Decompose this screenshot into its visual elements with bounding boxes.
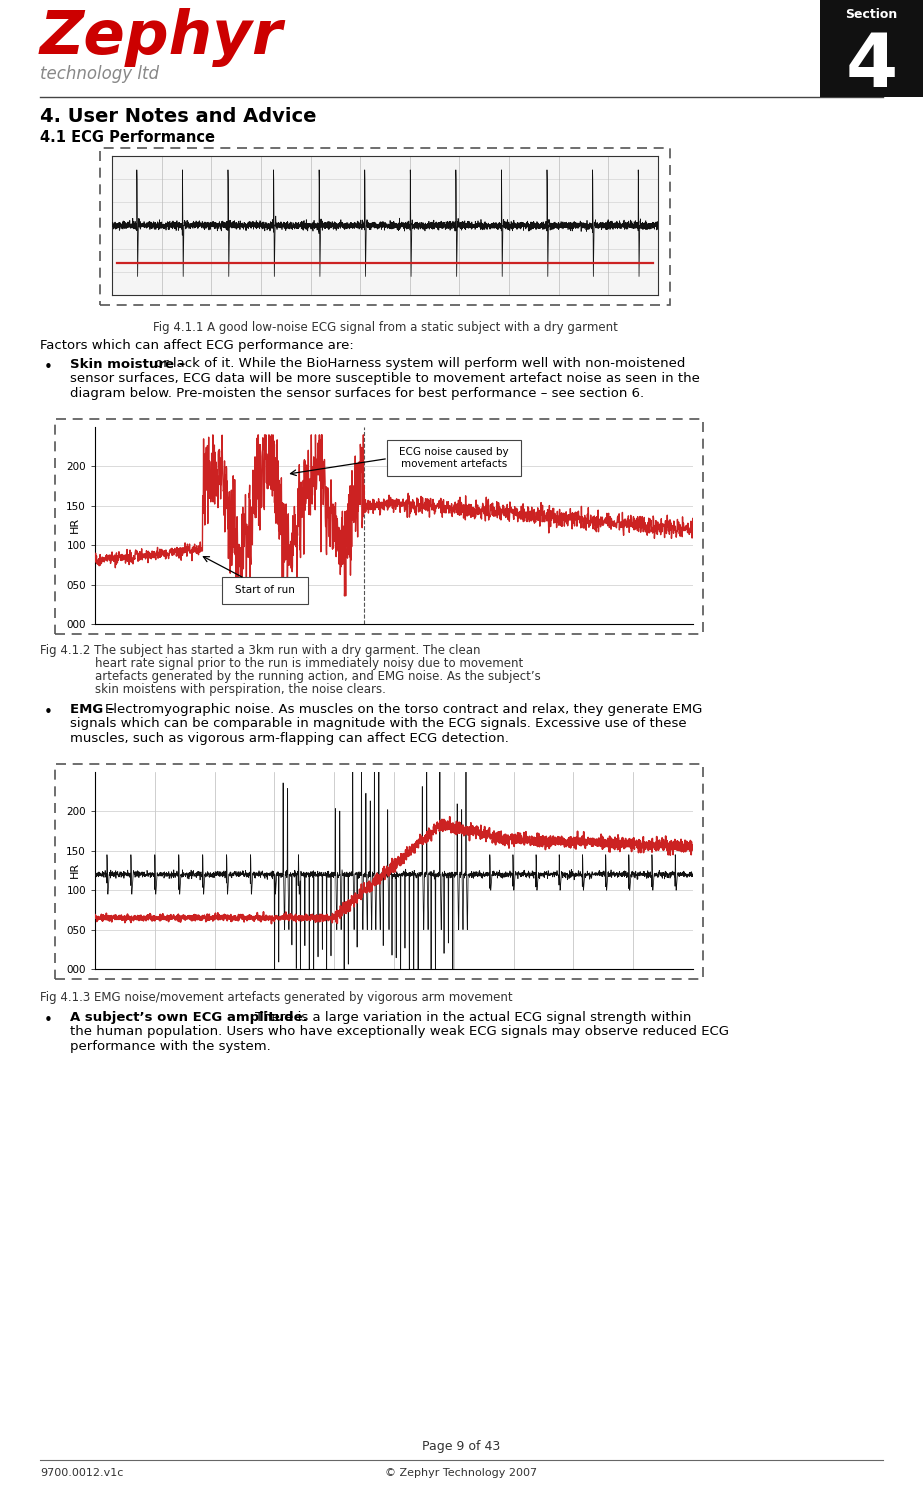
FancyBboxPatch shape xyxy=(387,439,521,476)
Text: 4. User Notes and Advice: 4. User Notes and Advice xyxy=(40,107,317,125)
Text: Fig 4.1.3 EMG noise/movement artefacts generated by vigorous arm movement: Fig 4.1.3 EMG noise/movement artefacts g… xyxy=(40,991,512,1003)
Text: HR: HR xyxy=(70,517,80,533)
Text: Page 9 of 43: Page 9 of 43 xyxy=(422,1441,500,1453)
Text: There is a large variation in the actual ECG signal strength within: There is a large variation in the actual… xyxy=(255,1011,691,1024)
Text: Zephyr: Zephyr xyxy=(40,7,283,67)
Text: sensor surfaces, ECG data will be more susceptible to movement artefact noise as: sensor surfaces, ECG data will be more s… xyxy=(70,372,700,385)
Text: •: • xyxy=(44,1012,53,1029)
Text: HR: HR xyxy=(70,861,80,878)
Text: ECG noise caused by
movement artefacts: ECG noise caused by movement artefacts xyxy=(399,446,509,469)
Text: Factors which can affect ECG performance are:: Factors which can affect ECG performance… xyxy=(40,339,354,352)
Text: technology ltd: technology ltd xyxy=(40,66,159,84)
Text: heart rate signal prior to the run is immediately noisy due to movement: heart rate signal prior to the run is im… xyxy=(95,657,523,670)
Text: muscles, such as vigorous arm-flapping can affect ECG detection.: muscles, such as vigorous arm-flapping c… xyxy=(70,732,509,745)
Text: A subject’s own ECG amplitude.: A subject’s own ECG amplitude. xyxy=(70,1011,307,1024)
Bar xyxy=(100,148,670,305)
Text: Start of run: Start of run xyxy=(235,585,295,596)
Bar xyxy=(55,420,703,635)
Text: the human population. Users who have exceptionally weak ECG signals may observe : the human population. Users who have exc… xyxy=(70,1026,729,1039)
Text: 9700.0012.v1c: 9700.0012.v1c xyxy=(40,1468,124,1478)
Text: 4.1 ECG Performance: 4.1 ECG Performance xyxy=(40,130,215,145)
Bar xyxy=(820,0,923,97)
Text: diagram below. Pre-moisten the sensor surfaces for best performance – see sectio: diagram below. Pre-moisten the sensor su… xyxy=(70,387,644,400)
Text: Fig 4.1.2 The subject has started a 3km run with a dry garment. The clean: Fig 4.1.2 The subject has started a 3km … xyxy=(40,643,481,657)
Text: 4: 4 xyxy=(845,30,898,103)
Text: signals which can be comparable in magnitude with the ECG signals. Excessive use: signals which can be comparable in magni… xyxy=(70,718,687,730)
Text: artefacts generated by the running action, and EMG noise. As the subject’s: artefacts generated by the running actio… xyxy=(95,670,541,682)
Bar xyxy=(55,764,703,979)
Text: performance with the system.: performance with the system. xyxy=(70,1041,270,1053)
Text: skin moistens with perspiration, the noise clears.: skin moistens with perspiration, the noi… xyxy=(95,682,386,696)
Text: •: • xyxy=(44,705,53,720)
Text: EMG –: EMG – xyxy=(70,703,114,717)
Text: Electromyographic noise. As muscles on the torso contract and relax, they genera: Electromyographic noise. As muscles on t… xyxy=(105,703,702,717)
FancyBboxPatch shape xyxy=(222,576,308,603)
Text: © Zephyr Technology 2007: © Zephyr Technology 2007 xyxy=(385,1468,537,1478)
Text: Fig 4.1.1 A good low-noise ECG signal from a static subject with a dry garment: Fig 4.1.1 A good low-noise ECG signal fr… xyxy=(152,321,617,334)
Text: Skin moisture –: Skin moisture – xyxy=(70,357,186,370)
Text: •: • xyxy=(44,360,53,375)
Text: or lack of it. While the BioHarness system will perform well with non-moistened: or lack of it. While the BioHarness syst… xyxy=(155,357,686,370)
Text: Section: Section xyxy=(845,7,898,21)
